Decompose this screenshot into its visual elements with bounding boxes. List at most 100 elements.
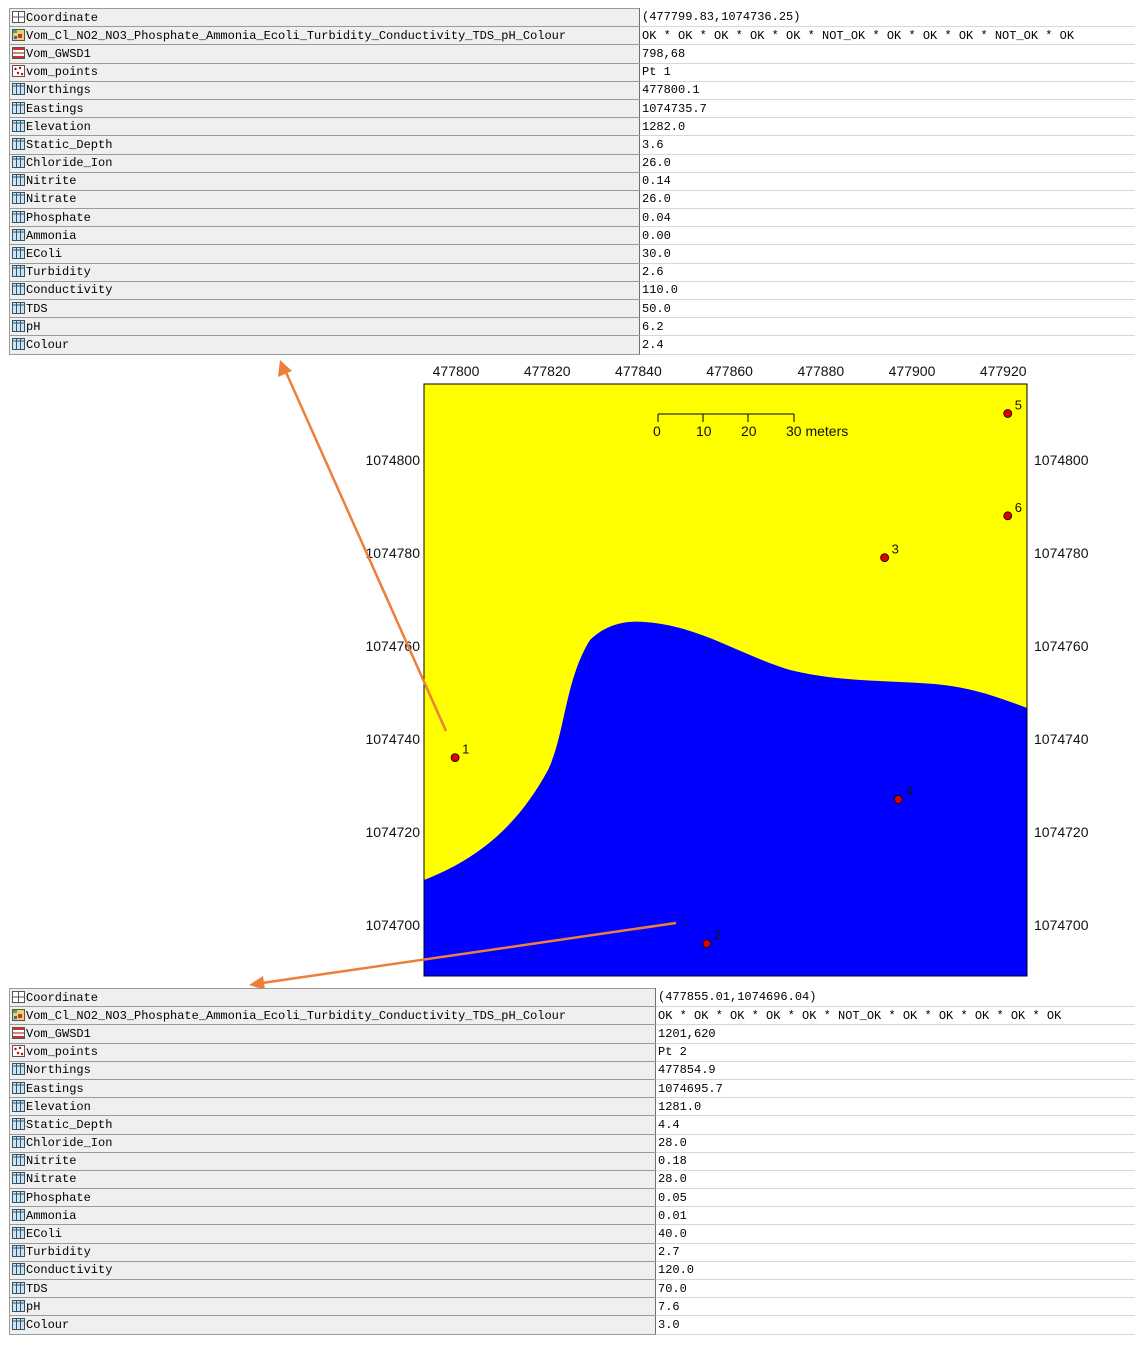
column-icon [12, 1263, 26, 1277]
info-row-key: EColi [9, 244, 640, 264]
info-row-vom_points[interactable]: vom_points Pt 2 [9, 1042, 1135, 1062]
info-row-coordinate[interactable]: Coordinate (477799.83,1074736.25) [9, 7, 1135, 28]
info-row-elevation[interactable]: Elevation 1282.0 [9, 117, 1135, 137]
info-row-key: Turbidity [9, 262, 640, 282]
info-row-value: 4.4 [655, 1115, 1135, 1135]
column-icon [12, 1317, 26, 1332]
column-icon [12, 1227, 26, 1241]
x-axis-label: 477800 [433, 363, 480, 379]
info-row-colour[interactable]: Colour 2.4 [9, 335, 1135, 355]
info-row-ph[interactable]: pH 7.6 [9, 1297, 1135, 1317]
column-icon [12, 83, 26, 97]
info-row-key: Nitrite [9, 1151, 656, 1171]
info-row-chloride_ion[interactable]: Chloride_Ion 26.0 [9, 153, 1135, 173]
info-row-value: 26.0 [639, 154, 1135, 173]
info-row-static_depth[interactable]: Static_Depth 4.4 [9, 1115, 1135, 1135]
sample-point-marker[interactable] [702, 939, 712, 948]
column-icon [12, 1299, 26, 1314]
info-row-key: Vom_Cl_NO2_NO3_Phosphate_Ammonia_Ecoli_T… [9, 1006, 656, 1026]
sample-point-4[interactable]: 4 [893, 783, 913, 804]
raster-icon [12, 28, 26, 43]
info-row-key-label: Nitrate [26, 192, 77, 207]
info-row-key-label: Conductivity [26, 1263, 113, 1278]
info-row-value: 120.0 [655, 1261, 1135, 1281]
info-row-vom_cl_no2_no3_phosphate_ammonia_ecoli_turbidity_conductivity_tds_ph_colour[interactable]: Vom_Cl_NO2_NO3_Phosphate_Ammonia_Ecoli_T… [9, 1006, 1135, 1026]
sample-point-2[interactable]: 2 [702, 928, 721, 948]
column-icon [12, 137, 26, 152]
info-row-key-label: pH [26, 1299, 41, 1314]
info-row-value: 2.7 [655, 1243, 1135, 1262]
info-row-coordinate[interactable]: Coordinate (477855.01,1074696.04) [9, 987, 1135, 1008]
map-layer-icon [12, 46, 26, 61]
info-row-key: TDS [9, 298, 640, 319]
info-row-conductivity[interactable]: Conductivity 120.0 [9, 1260, 1135, 1281]
sample-point-marker[interactable] [880, 553, 890, 563]
info-row-key-label: Turbidity [26, 1245, 91, 1260]
sample-point-5[interactable]: 5 [1003, 398, 1022, 418]
info-row-northings[interactable]: Northings 477800.1 [9, 80, 1135, 100]
info-row-value: 798,68 [639, 44, 1135, 64]
info-row-vom_points[interactable]: vom_points Pt 1 [9, 62, 1135, 82]
info-row-value: 0.00 [639, 226, 1135, 246]
info-row-vom_gwsd1[interactable]: Vom_GWSD1 1201,620 [9, 1024, 1135, 1044]
info-row-value: 110.0 [639, 281, 1135, 301]
info-row-tds[interactable]: TDS 50.0 [9, 298, 1135, 319]
info-row-northings[interactable]: Northings 477854.9 [9, 1060, 1135, 1080]
info-row-conductivity[interactable]: Conductivity 110.0 [9, 280, 1135, 301]
info-row-key-label: Northings [26, 1063, 91, 1078]
info-row-ph[interactable]: pH 6.2 [9, 317, 1135, 337]
y-axis-label-right: 1074740 [1034, 731, 1089, 747]
y-axis-label-right: 1074700 [1034, 917, 1089, 933]
info-row-eastings[interactable]: Eastings 1074695.7 [9, 1078, 1135, 1099]
not-ok-zone [424, 621, 1027, 976]
sample-point-6[interactable]: 6 [1003, 500, 1022, 521]
info-row-key: Northings [9, 80, 640, 100]
map-frame[interactable] [423, 383, 1028, 977]
info-row-value: OK * OK * OK * OK * OK * NOT_OK * OK * O… [655, 1006, 1135, 1026]
column-icon [12, 1136, 26, 1150]
info-row-tds[interactable]: TDS 70.0 [9, 1278, 1135, 1299]
info-row-vom_cl_no2_no3_phosphate_ammonia_ecoli_turbidity_conductivity_tds_ph_colour[interactable]: Vom_Cl_NO2_NO3_Phosphate_Ammonia_Ecoli_T… [9, 26, 1135, 46]
info-row-colour[interactable]: Colour 3.0 [9, 1315, 1135, 1335]
y-axis-label-left: 1074740 [365, 731, 420, 747]
sample-point-marker[interactable] [1003, 511, 1013, 521]
sample-point-marker[interactable] [1003, 409, 1013, 418]
info-row-ecoli[interactable]: EColi 30.0 [9, 244, 1135, 264]
info-row-phosphate[interactable]: Phosphate 0.05 [9, 1188, 1135, 1208]
info-row-key-label: Vom_Cl_NO2_NO3_Phosphate_Ammonia_Ecoli_T… [26, 1008, 567, 1023]
info-row-phosphate[interactable]: Phosphate 0.04 [9, 208, 1135, 228]
info-row-eastings[interactable]: Eastings 1074735.7 [9, 98, 1135, 119]
info-row-nitrite[interactable]: Nitrite 0.14 [9, 171, 1135, 191]
map-layer-icon [12, 1026, 26, 1041]
info-row-key-label: Vom_GWSD1 [26, 1026, 91, 1041]
info-row-nitrite[interactable]: Nitrite 0.18 [9, 1151, 1135, 1171]
info-row-elevation[interactable]: Elevation 1281.0 [9, 1097, 1135, 1117]
sample-point-3[interactable]: 3 [880, 542, 899, 563]
scale-bar: 0 10 20 30 meters [653, 413, 848, 439]
column-icon [12, 1245, 26, 1259]
info-row-ecoli[interactable]: EColi 40.0 [9, 1224, 1135, 1244]
callout-arrow-top [283, 369, 448, 732]
sample-point-marker[interactable] [450, 753, 460, 762]
info-row-static_depth[interactable]: Static_Depth 3.6 [9, 135, 1135, 155]
info-row-ammonia[interactable]: Ammonia 0.00 [9, 226, 1135, 246]
info-row-nitrate[interactable]: Nitrate 26.0 [9, 189, 1135, 210]
info-row-ammonia[interactable]: Ammonia 0.01 [9, 1206, 1135, 1226]
info-row-chloride_ion[interactable]: Chloride_Ion 28.0 [9, 1133, 1135, 1153]
info-row-value: 7.6 [655, 1297, 1135, 1317]
info-row-turbidity[interactable]: Turbidity 2.7 [9, 1242, 1135, 1262]
info-row-value: 1074735.7 [639, 99, 1135, 119]
info-row-vom_gwsd1[interactable]: Vom_GWSD1 798,68 [9, 44, 1135, 64]
info-row-value: 0.04 [639, 208, 1135, 228]
info-row-key-label: Phosphate [26, 210, 91, 225]
column-icon [12, 1190, 26, 1205]
info-row-turbidity[interactable]: Turbidity 2.6 [9, 262, 1135, 282]
info-row-key-label: vom_points [26, 1045, 99, 1060]
info-row-key: Conductivity [9, 280, 640, 301]
info-row-value: 2.6 [639, 263, 1135, 282]
info-row-nitrate[interactable]: Nitrate 28.0 [9, 1169, 1135, 1190]
pixel-info-panel-top: Coordinate (477799.83,1074736.25) Vom_Cl_N… [9, 7, 1135, 355]
sample-point-marker[interactable] [893, 795, 903, 804]
info-row-key: Chloride_Ion [9, 1133, 656, 1153]
sample-point-1[interactable]: 1 [450, 742, 469, 762]
